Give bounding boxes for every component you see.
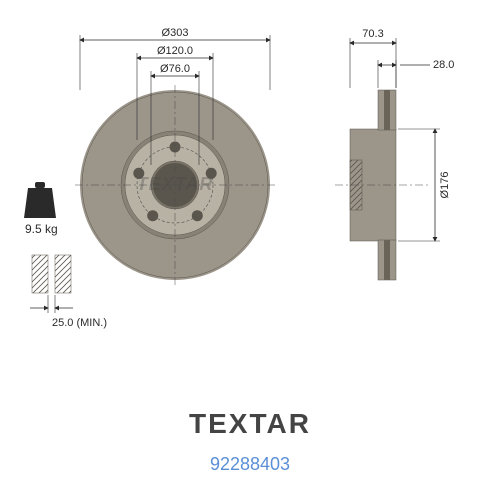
technical-drawing: TEXTAR Ø303 Ø120.0 Ø76.0: [10, 10, 490, 340]
dim-width: 70.3: [362, 28, 383, 40]
side-view: [335, 90, 430, 280]
dim-min-thickness: 25.0 (MIN.): [52, 317, 107, 329]
weight-indicator: 9.5 kg: [24, 182, 58, 236]
min-thickness-gauge: 25.0 (MIN.): [30, 255, 107, 329]
dim-center-bore: Ø76.0: [160, 63, 190, 75]
dim-outer-diameter: Ø303: [162, 27, 189, 39]
weight-unit: kg: [45, 222, 58, 236]
weight-value: 9.5: [25, 222, 42, 236]
dim-hat-diameter: Ø176: [439, 172, 451, 199]
part-number: 92288403: [0, 454, 500, 475]
svg-text:9.5 kg: 9.5 kg: [25, 222, 58, 236]
front-view: TEXTAR: [75, 85, 275, 285]
manufacturer-logo: TEXTAR: [0, 408, 500, 440]
dim-thickness: 28.0: [433, 59, 454, 71]
dim-bolt-circle: Ø120.0: [157, 45, 193, 57]
manufacturer-name: TEXTAR: [189, 408, 311, 439]
